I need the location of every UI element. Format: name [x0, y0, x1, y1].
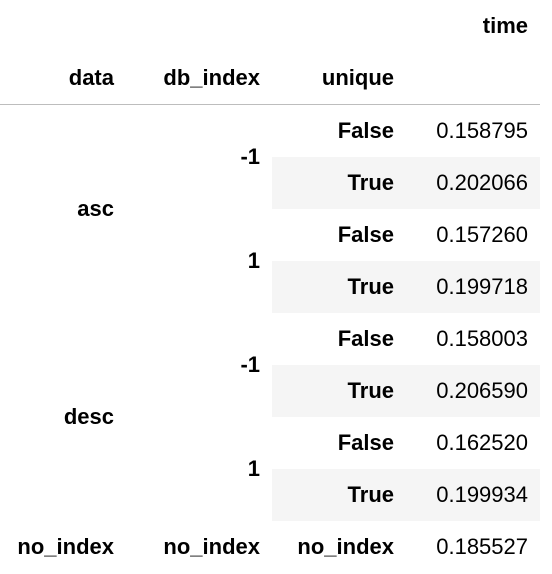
time-value: 0.185527	[436, 534, 528, 559]
index-level-unique: False	[337, 118, 394, 143]
table-row: True 0.199934	[0, 469, 540, 521]
index-name-unique: unique	[272, 52, 406, 105]
blank-header-cell	[126, 0, 272, 52]
index-level-unique: False	[337, 222, 394, 247]
time-value: 0.157260	[436, 222, 528, 247]
table-row: 1 False 0.157260	[0, 209, 540, 273]
index-level-unique: True	[272, 157, 406, 209]
index-level-db-index: -1	[240, 144, 260, 169]
index-level-unique: True	[272, 469, 406, 521]
index-level-db-index: 1	[247, 456, 260, 481]
index-level-data: desc	[63, 404, 114, 429]
time-value: 0.162520	[436, 430, 528, 455]
table-row: no_index no_index no_index 0.185527	[0, 521, 540, 573]
blank-header-cell	[0, 0, 126, 52]
table-row: True 0.202066	[0, 157, 540, 209]
time-value: 0.206590	[406, 365, 540, 417]
table-row: desc -1 False 0.158003	[0, 313, 540, 429]
table-row: True 0.199718	[0, 261, 540, 313]
column-header-time: time	[482, 13, 528, 38]
index-level-db-index: no_index	[163, 534, 260, 559]
index-level-unique: True	[272, 365, 406, 417]
table-row: True 0.206590	[0, 365, 540, 417]
index-level-unique: no_index	[297, 534, 394, 559]
index-level-db-index: 1	[247, 248, 260, 273]
index-names-row: data db_index unique	[0, 52, 540, 105]
index-level-data: asc	[77, 196, 114, 221]
index-name-data: data	[0, 52, 126, 105]
table-row: asc -1 False 0.158795	[0, 105, 540, 221]
index-level-db-index: -1	[240, 352, 260, 377]
time-value: 0.199934	[406, 469, 540, 521]
blank-header-cell	[272, 0, 406, 52]
time-value: 0.158003	[436, 326, 528, 351]
index-level-unique: True	[272, 261, 406, 313]
time-value: 0.158795	[436, 118, 528, 143]
multiindex-table: time data db_index unique asc -1 False 0…	[0, 0, 540, 573]
table-row: 1 False 0.162520	[0, 417, 540, 481]
time-value: 0.202066	[406, 157, 540, 209]
index-name-db-index: db_index	[126, 52, 272, 105]
blank-header-cell	[406, 52, 540, 105]
time-value: 0.199718	[406, 261, 540, 313]
index-level-data: no_index	[17, 534, 114, 559]
column-header-row: time	[0, 0, 540, 52]
index-level-unique: False	[337, 430, 394, 455]
index-level-unique: False	[337, 326, 394, 351]
